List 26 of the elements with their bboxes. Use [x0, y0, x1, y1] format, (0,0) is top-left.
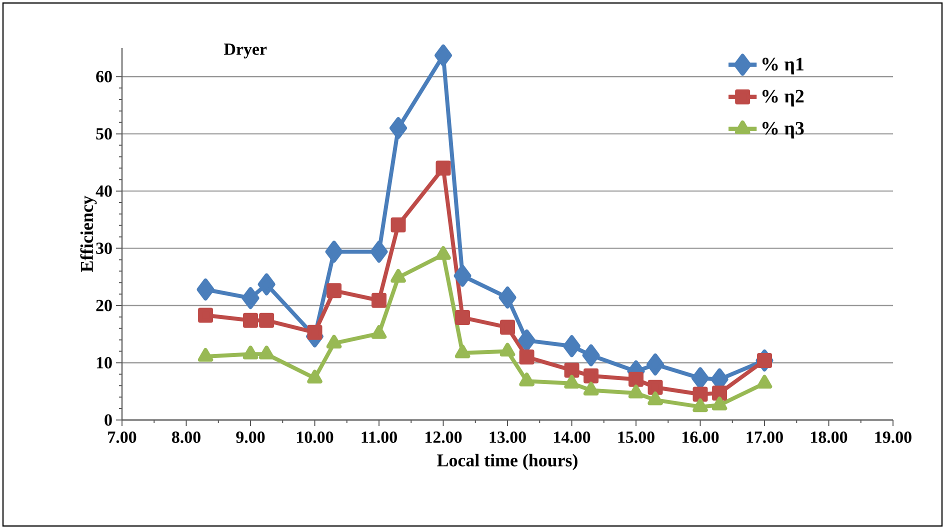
- chart-title: Dryer: [224, 44, 267, 58]
- x-tick-label: 19.00: [875, 432, 912, 444]
- y-tick-label: 30: [96, 242, 112, 254]
- x-tick-label: 9.00: [236, 432, 265, 444]
- x-tick-label: 15.00: [618, 432, 654, 444]
- x-tick-label: 12.00: [426, 432, 462, 444]
- x-tick-label: 8.00: [172, 432, 200, 444]
- y-tick-label: 0: [104, 414, 112, 426]
- y-tick-label: 40: [96, 185, 112, 197]
- legend-label: % η1: [762, 58, 804, 74]
- x-tick-label: 16.00: [682, 432, 719, 444]
- legend-label: % η3: [762, 122, 804, 139]
- y-tick-label: 10: [96, 357, 112, 368]
- y-tick-label: 60: [96, 70, 112, 82]
- x-tick-label: 7.00: [108, 432, 136, 444]
- x-tick-label: 11.00: [362, 432, 397, 444]
- y-tick-label: 50: [96, 128, 112, 140]
- y-tick-label: 20: [96, 300, 112, 312]
- y-axis-title: Efficiency: [80, 196, 97, 272]
- x-tick-label: 14.00: [554, 432, 590, 444]
- x-tick-label: 10.00: [297, 432, 334, 444]
- x-axis-title: Local time (hours): [437, 454, 578, 470]
- x-tick-label: 13.00: [490, 432, 526, 444]
- legend-label: % η2: [762, 90, 804, 106]
- x-tick-label: 18.00: [811, 432, 848, 444]
- x-tick-label: 17.00: [746, 432, 783, 444]
